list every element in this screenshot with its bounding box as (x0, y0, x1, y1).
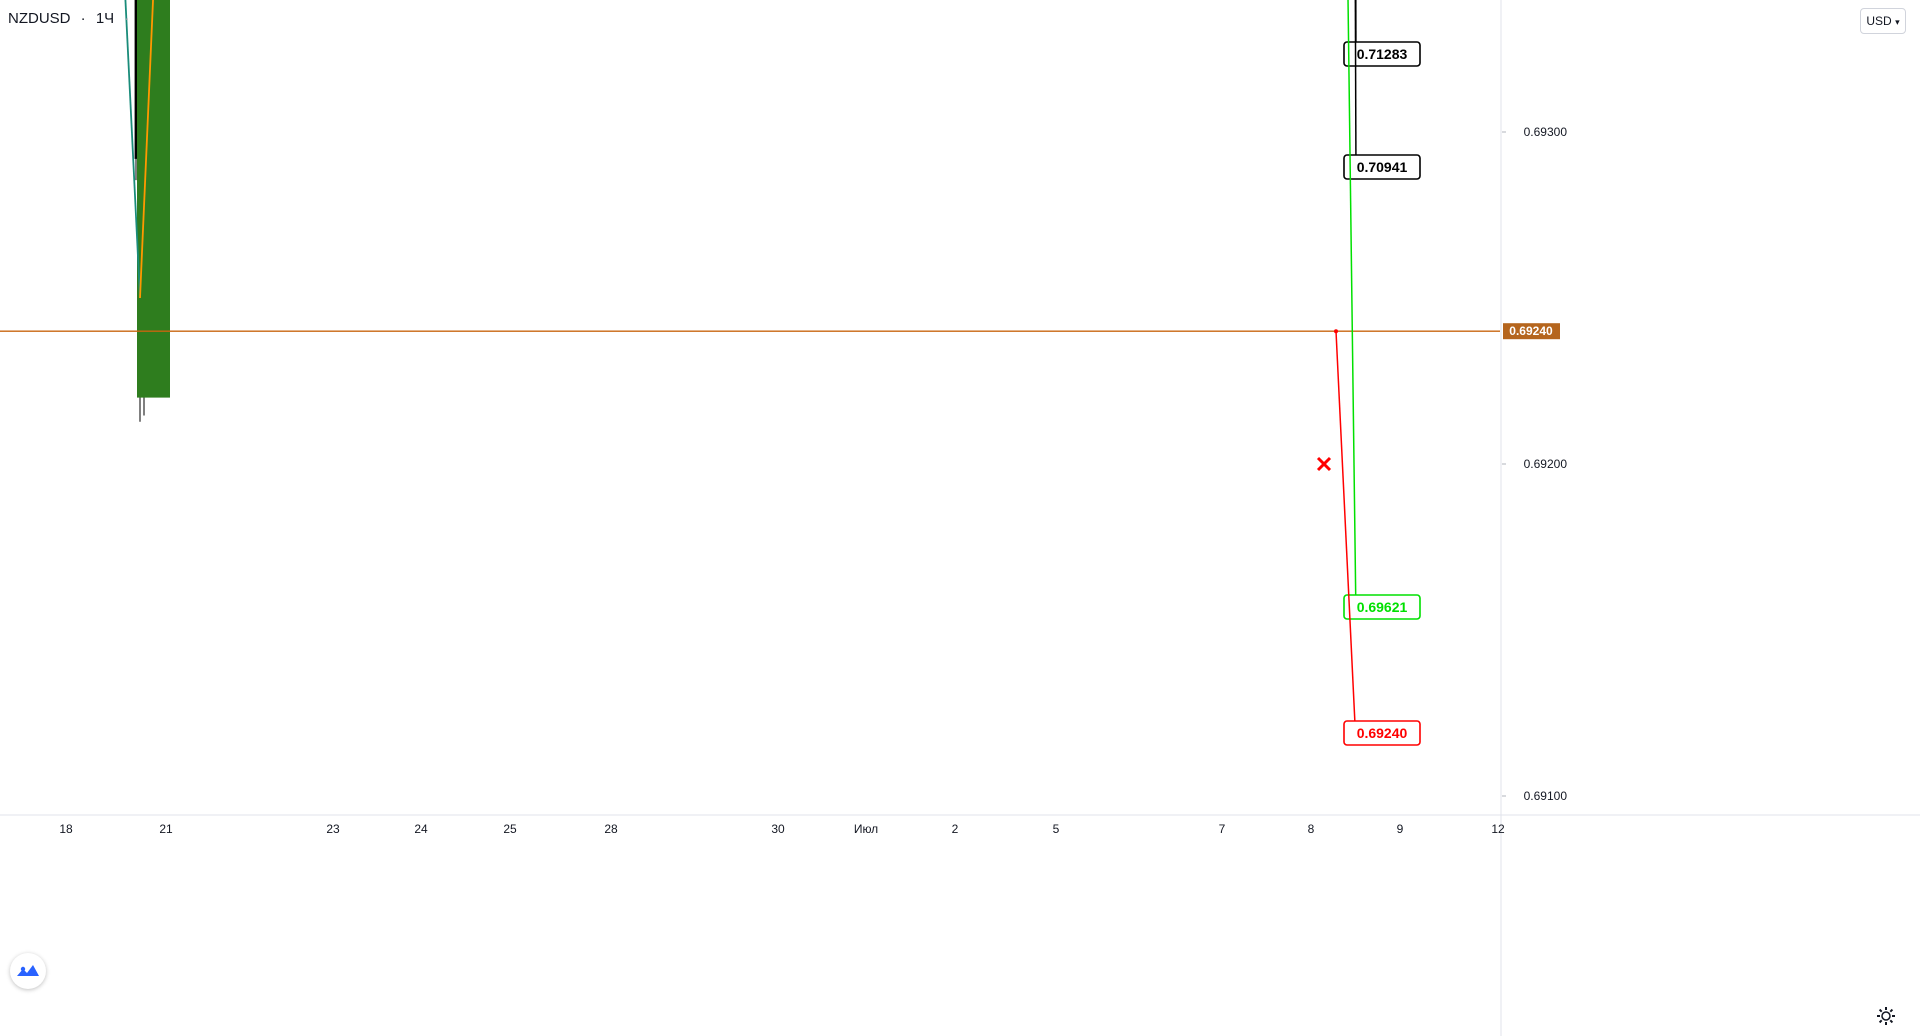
currency-label: USD (1866, 14, 1892, 28)
symbol-header[interactable]: NZDUSD · 1Ч · (8, 10, 135, 27)
zigzag-waves (124, 0, 154, 299)
interval-label[interactable]: 1Ч (95, 10, 115, 27)
zigzag-teal-segment (124, 0, 141, 299)
time-tick-label: 28 (604, 822, 618, 836)
header-separator: · (80, 10, 86, 27)
callout-text: 0.69240 (1357, 725, 1408, 741)
time-tick-label: 7 (1219, 822, 1226, 836)
time-tick-label: 8 (1308, 822, 1315, 836)
chevron-down-icon: ▾ (1895, 17, 1900, 27)
time-tick-label: 18 (59, 822, 73, 836)
time-tick-label: 12 (1491, 822, 1505, 836)
price-tick-label: 0.69100 (1524, 789, 1568, 803)
callout-pointer (1347, 0, 1357, 620)
time-tick-label: Июл (854, 822, 878, 836)
candlesticks (134, 0, 157, 422)
time-tick-label: 24 (414, 822, 428, 836)
price-tick-label: 0.69300 (1524, 125, 1568, 139)
indicator-dot: · (124, 10, 130, 27)
time-tick-label: 2 (952, 822, 959, 836)
time-tick-label: 21 (159, 822, 173, 836)
time-tick-label: 30 (771, 822, 785, 836)
callout-box (1343, 41, 1421, 67)
demand-zone (137, 0, 170, 398)
supply-demand-zones (137, 0, 170, 398)
time-tick-label: 25 (503, 822, 517, 836)
symbol-name[interactable]: NZDUSD (8, 10, 71, 27)
tradingview-logo-icon[interactable] (10, 953, 46, 989)
logo-mark (17, 965, 39, 976)
horizontal-levels: 0.712830.709410.705160.700450.696210.692… (0, 323, 1560, 340)
stop-cross-marker (1316, 456, 1332, 472)
level-price-tag (1503, 323, 1560, 340)
callout-pointer (1335, 331, 1357, 746)
currency-button[interactable]: USD ▾ (1860, 8, 1906, 34)
callout-box (1343, 594, 1421, 620)
callout-text: 0.69621 (1357, 599, 1408, 615)
gear-icon[interactable] (1875, 1005, 1897, 1027)
callout-text: 0.71283 (1357, 46, 1408, 62)
time-tick-label: 9 (1397, 822, 1404, 836)
callout-box (1343, 720, 1421, 746)
callout-text: 0.70941 (1357, 159, 1408, 175)
callout-pointer (1354, 0, 1357, 180)
price-tick-label: 0.69200 (1524, 457, 1568, 471)
time-tick-label: 23 (326, 822, 340, 836)
price-callouts: 0.71283 0.70941 0.69621 0.69240 (1316, 0, 1421, 746)
level-price-tag-text: 0.69240 (1509, 324, 1553, 338)
time-tick-label: 5 (1053, 822, 1060, 836)
callout-anchor (1334, 329, 1338, 334)
callout-box (1343, 154, 1421, 180)
